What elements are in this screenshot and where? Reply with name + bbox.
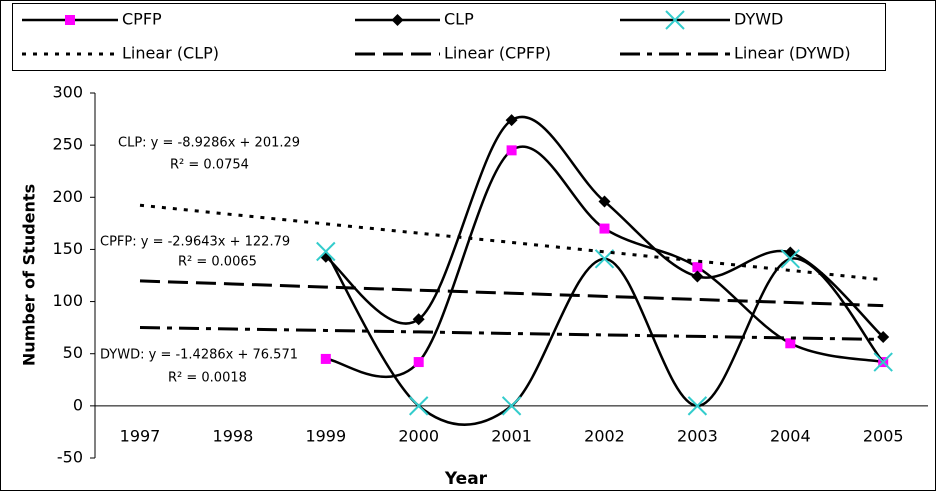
legend-label: Linear (CLP)	[122, 44, 219, 63]
y-tick-label: 50	[63, 343, 83, 362]
data-point	[501, 396, 522, 416]
y-tick-label: -50	[57, 448, 83, 467]
trend-line	[139, 279, 884, 308]
x-tick-label: 2002	[584, 427, 625, 446]
data-point	[316, 241, 336, 262]
y-tick-label: 200	[52, 187, 83, 206]
data-point	[599, 223, 610, 234]
data-point	[413, 357, 424, 368]
data-point	[320, 353, 331, 364]
data-point	[692, 262, 703, 273]
trend-equation: DYWD: y = -1.4286x + 76.571	[100, 348, 298, 363]
data-point	[785, 338, 796, 349]
trend-equation: R² = 0.0018	[168, 371, 247, 386]
legend-label: Linear (DYWD)	[734, 44, 851, 63]
y-tick-label: 150	[52, 239, 83, 258]
trend-equation: CPFP: y = -2.9643x + 122.79	[100, 235, 290, 250]
y-tick-label: 100	[52, 291, 83, 310]
x-tick-label: 1999	[305, 427, 346, 446]
trend-equation: R² = 0.0065	[178, 255, 257, 270]
legend-label: CLP	[444, 10, 474, 29]
x-tick-label: 1998	[213, 427, 254, 446]
data-point	[506, 145, 517, 156]
data-point	[598, 195, 611, 208]
data-point	[877, 331, 890, 344]
data-point	[594, 249, 615, 269]
data-point	[691, 270, 704, 283]
x-axis-label: Year	[444, 469, 488, 489]
trend-equation: CLP: y = -8.9286x + 201.29	[118, 136, 300, 151]
x-tick-label: 2003	[677, 427, 718, 446]
data-point	[505, 114, 518, 127]
data-point	[780, 249, 801, 269]
legend-marker	[665, 10, 685, 30]
legend-label: CPFP	[122, 10, 162, 29]
y-axis-label: Number of Students	[20, 184, 39, 366]
data-point	[873, 352, 893, 372]
legend-box	[12, 3, 886, 71]
trend-line	[139, 203, 884, 282]
y-tick-label: 300	[52, 83, 83, 102]
trend-line	[139, 326, 884, 341]
x-tick-label: 2000	[398, 427, 439, 446]
x-tick-label: 2005	[863, 427, 904, 446]
x-tick-label: 1997	[120, 427, 161, 446]
legend-label: Linear (CPFP)	[444, 44, 551, 63]
data-point	[408, 396, 429, 416]
data-point	[412, 313, 425, 326]
legend-marker	[65, 15, 75, 25]
x-tick-label: 2004	[770, 427, 811, 446]
legend-label: DYWD	[734, 10, 783, 29]
y-tick-label: 0	[73, 395, 83, 414]
legend-marker	[391, 14, 404, 26]
x-tick-label: 2001	[491, 427, 532, 446]
y-tick-label: 250	[52, 135, 83, 154]
trend-equation: R² = 0.0754	[170, 158, 249, 173]
data-point	[687, 396, 708, 416]
